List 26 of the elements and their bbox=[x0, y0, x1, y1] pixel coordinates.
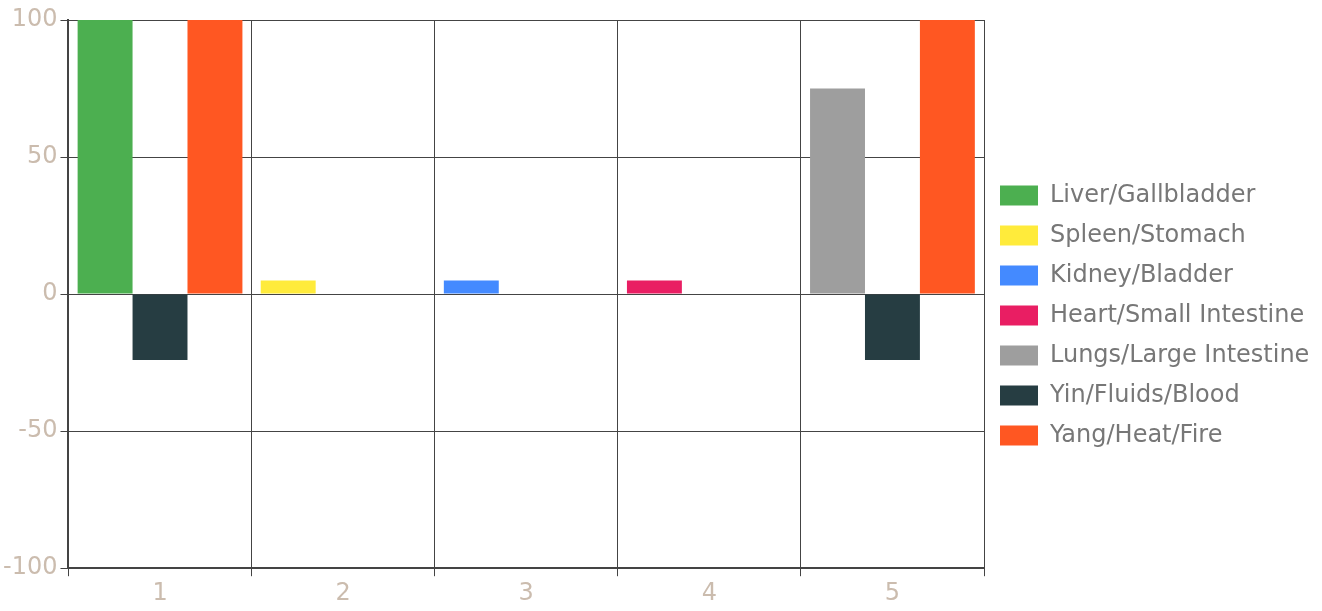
bar bbox=[810, 88, 865, 294]
bar bbox=[77, 20, 133, 294]
x-tick-label: 2 bbox=[335, 577, 351, 606]
y-tick-label: 0 bbox=[42, 278, 58, 307]
y-tick-label: 50 bbox=[26, 141, 58, 170]
legend-label: Yang/Heat/Fire bbox=[1049, 419, 1223, 448]
bar bbox=[132, 294, 188, 360]
x-tick-label: 1 bbox=[152, 577, 168, 606]
y-tick-label: -100 bbox=[3, 552, 58, 581]
bar bbox=[919, 20, 975, 294]
y-tick-label: 100 bbox=[11, 4, 58, 33]
legend-label: Lungs/Large Intestine bbox=[1050, 339, 1310, 368]
x-tick-label: 4 bbox=[701, 577, 717, 606]
legend-label: Heart/Small Intestine bbox=[1050, 299, 1305, 328]
bar bbox=[443, 280, 499, 294]
y-tick-label: -50 bbox=[18, 415, 58, 444]
legend-label: Liver/Gallbladder bbox=[1050, 179, 1256, 208]
legend-label: Yin/Fluids/Blood bbox=[1049, 379, 1240, 408]
x-tick-label: 5 bbox=[884, 577, 901, 606]
bar bbox=[626, 280, 682, 294]
bar bbox=[260, 280, 316, 294]
bar bbox=[864, 294, 920, 360]
legend-label: Kidney/Bladder bbox=[1050, 259, 1233, 288]
legend-label: Spleen/Stomach bbox=[1050, 219, 1246, 248]
bar bbox=[187, 20, 243, 294]
x-tick-label: 3 bbox=[518, 577, 534, 606]
